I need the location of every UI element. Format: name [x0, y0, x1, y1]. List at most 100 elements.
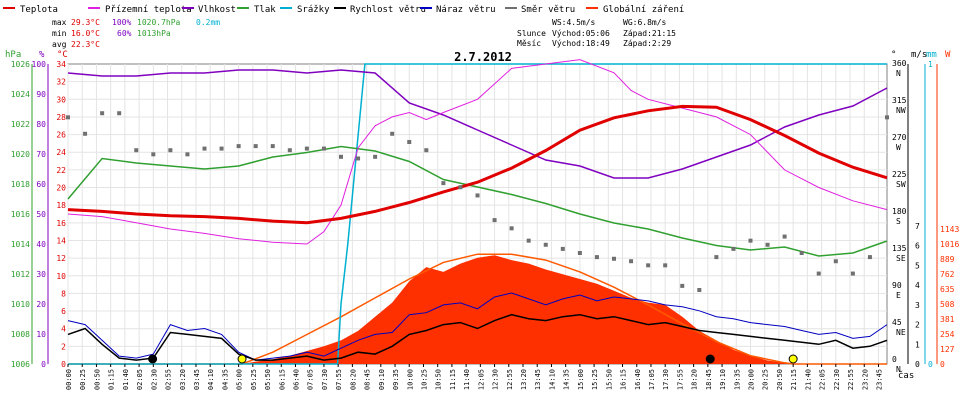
legend-naraz: Náraz větru	[436, 5, 496, 15]
hpa-tick-label: 1022	[11, 120, 30, 129]
ms-tick-label: 7	[915, 222, 920, 231]
stat-min-press: 1013hPa	[137, 29, 171, 38]
ms-tick-label: 5	[915, 261, 920, 270]
time-tick-label: 14:35	[563, 369, 571, 390]
legend-swatch-tlak	[237, 7, 249, 9]
temp-tick-label: 12	[56, 254, 66, 263]
smer-point	[219, 146, 224, 151]
series-lines	[66, 59, 889, 365]
smer-point	[731, 246, 736, 251]
time-tick-label: 17:30	[662, 369, 670, 390]
hpa-tick-label: 1020	[11, 150, 30, 159]
smer-point	[543, 242, 548, 247]
stat-max-label: max	[52, 18, 67, 27]
w-tick-label: 508	[940, 300, 955, 309]
smer-point	[714, 255, 719, 260]
hpa-tick-label: 1024	[11, 90, 30, 99]
axis-label-temp: °C	[57, 50, 68, 60]
smer-point	[117, 111, 122, 116]
legend: Teplota Přízemní teplota Vlhkost Tlak Sr…	[3, 5, 684, 15]
hpa-tick-label: 1018	[11, 180, 30, 189]
temp-tick-label: 26	[56, 131, 66, 140]
pct-tick-label: 40	[36, 240, 46, 249]
time-tick-label: 09:35	[392, 369, 400, 390]
dir-tick-label: 45	[892, 318, 902, 327]
time-tick-label: 23:20	[861, 369, 869, 390]
smer-point	[458, 185, 463, 190]
info-moon-label: Měsíc	[517, 39, 541, 48]
smer-point	[492, 218, 497, 223]
time-tick-label: 02:30	[150, 369, 158, 390]
time-tick-label: 12:05	[477, 369, 485, 390]
time-tick-label: 05:00	[236, 369, 244, 390]
temp-tick-label: 20	[56, 184, 66, 193]
hpa-tick-label: 1006	[11, 360, 30, 369]
smer-point	[373, 154, 378, 159]
time-tick-label: 10:50	[435, 369, 443, 390]
moon-marker	[705, 354, 715, 364]
time-tick-label: 13:20	[520, 369, 528, 390]
temp-tick-label: 2	[61, 342, 66, 351]
legend-swatch-prizemni	[88, 7, 100, 9]
ms-tick-label: 6	[915, 242, 920, 251]
dir-compass-label: NW	[896, 106, 906, 115]
temp-tick-label: 30	[56, 95, 66, 104]
time-tick-label: 15:00	[577, 369, 585, 390]
mm-tick-label: 0	[928, 360, 933, 369]
time-tick-label: 15:50	[605, 369, 613, 390]
mm-tick-label: 1	[928, 60, 933, 69]
stat-avg-temp: 22.3°C	[71, 40, 100, 49]
legend-vlhkost: Vlhkost	[198, 5, 236, 15]
naraz-line	[67, 292, 888, 361]
time-tick-label: 16:40	[634, 369, 642, 390]
w-tick-label: 889	[940, 255, 955, 264]
smer-point	[321, 146, 326, 151]
smer-point	[185, 152, 190, 157]
axis-label-ms: m/s	[911, 50, 927, 60]
legend-swatch-srazky	[280, 7, 292, 9]
time-tick-label: 20:25	[762, 369, 770, 390]
w-tick-label: 635	[940, 285, 955, 294]
smer-point	[168, 148, 173, 153]
time-tick-label: 17:55	[676, 369, 684, 390]
time-tick-label: 07:30	[321, 369, 329, 390]
dir-tick-label: 315	[892, 96, 907, 105]
legend-swatch-teplota	[3, 7, 15, 9]
stats-block: max 29.3°C 100% 1020.7hPa 0.2mm min 16.0…	[52, 18, 220, 49]
temp-tick-label: 4	[61, 325, 66, 334]
info-moon-rise: Východ:18:49	[552, 39, 610, 48]
pct-tick-label: 70	[36, 150, 46, 159]
smer-point	[850, 271, 855, 276]
smer-point	[748, 238, 753, 243]
stat-min-label: min	[52, 29, 67, 38]
temp-tick-label: 24	[56, 148, 66, 157]
zareni-area	[68, 255, 887, 364]
smer-point	[765, 242, 770, 247]
temp-tick-label: 10	[56, 272, 66, 281]
sun-marker	[237, 354, 247, 364]
dir-tick-label: 0	[892, 355, 897, 364]
dir-compass-label: S	[896, 217, 901, 226]
smer-point	[356, 156, 361, 161]
time-tick-label: 03:20	[179, 369, 187, 390]
legend-tlak: Tlak	[254, 5, 276, 15]
dir-compass-label: N	[896, 365, 901, 374]
smer-point	[66, 115, 70, 120]
smer-point	[270, 144, 275, 149]
time-tick-label: 08:20	[349, 369, 357, 390]
zareni-model-line	[68, 253, 887, 365]
temp-tick-label: 0	[61, 360, 66, 369]
info-ws: WS:4.5m/s	[552, 18, 596, 27]
time-tick-label: 00:25	[79, 369, 87, 390]
legend-swatch-zareni	[586, 7, 598, 9]
dir-compass-label: NE	[896, 328, 906, 337]
time-tick-label: 19:10	[719, 369, 727, 390]
sun-marker	[788, 354, 798, 364]
smer-point	[509, 226, 514, 231]
smer-point	[594, 255, 599, 260]
smer-point	[646, 263, 651, 268]
moon-marker	[148, 354, 158, 364]
dir-tick-label: 180	[892, 207, 907, 216]
dir-compass-label: SE	[896, 254, 906, 263]
srazky-line	[68, 63, 887, 365]
